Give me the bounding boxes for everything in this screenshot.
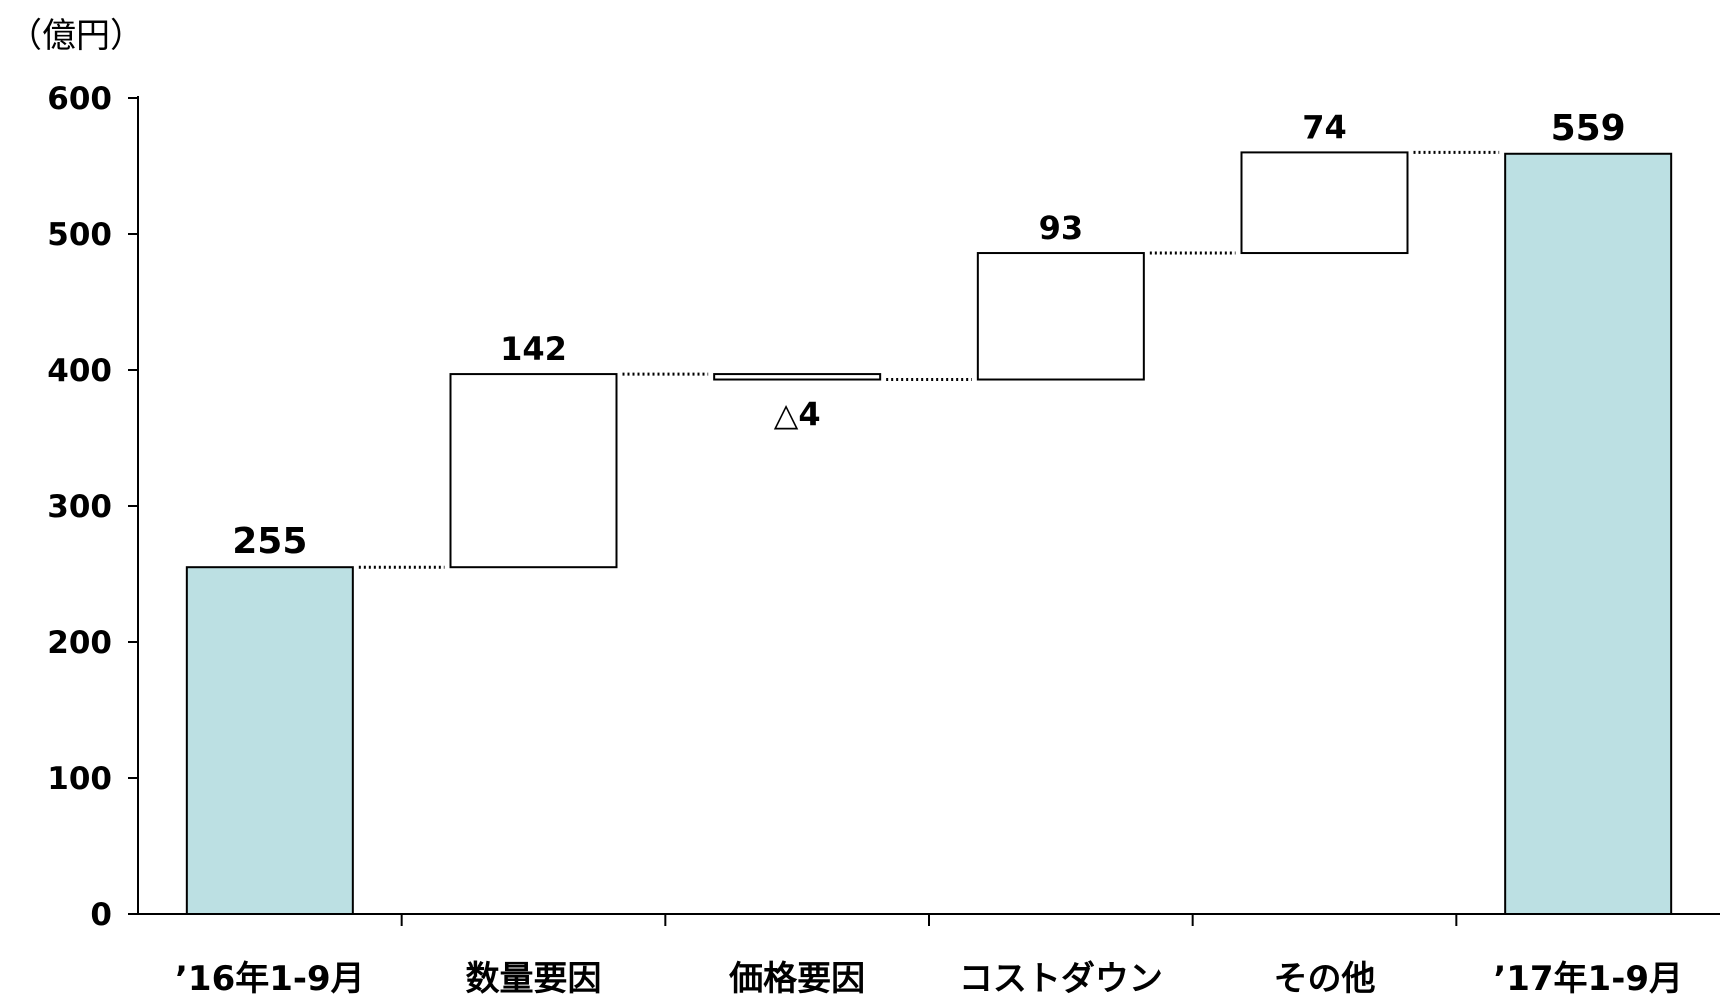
bar-delta (713, 373, 882, 381)
y-axis-unit-label: （億円） (8, 16, 144, 56)
bar-delta (976, 252, 1145, 381)
x-tick-label: 価格要因 (728, 959, 865, 998)
x-tick-label: ’17年1-9月 (1493, 959, 1683, 998)
y-tick-label: 600 (47, 81, 112, 117)
data-label: 559 (1551, 108, 1626, 149)
y-tick-label: 500 (47, 217, 112, 253)
y-tick-label: 400 (47, 353, 112, 389)
x-tick-label: 数量要因 (466, 959, 602, 998)
x-tick-label: コストダウン (959, 959, 1163, 998)
x-tick-label: ’16年1-9月 (175, 959, 365, 998)
bar-delta (449, 373, 618, 569)
data-label: 142 (500, 330, 567, 368)
data-label: 93 (1039, 209, 1084, 247)
y-tick-label: 100 (47, 761, 112, 797)
y-tick-label: 0 (90, 897, 112, 933)
data-label: 255 (232, 521, 307, 562)
y-tick-label: 300 (47, 489, 112, 525)
data-label: △4 (774, 396, 821, 434)
y-tick-label: 200 (47, 625, 112, 661)
data-label: 74 (1302, 108, 1347, 146)
bar-total (1504, 152, 1673, 915)
bar-total (185, 566, 354, 915)
x-tick-label: その他 (1274, 959, 1376, 998)
bar-delta (1240, 151, 1409, 255)
